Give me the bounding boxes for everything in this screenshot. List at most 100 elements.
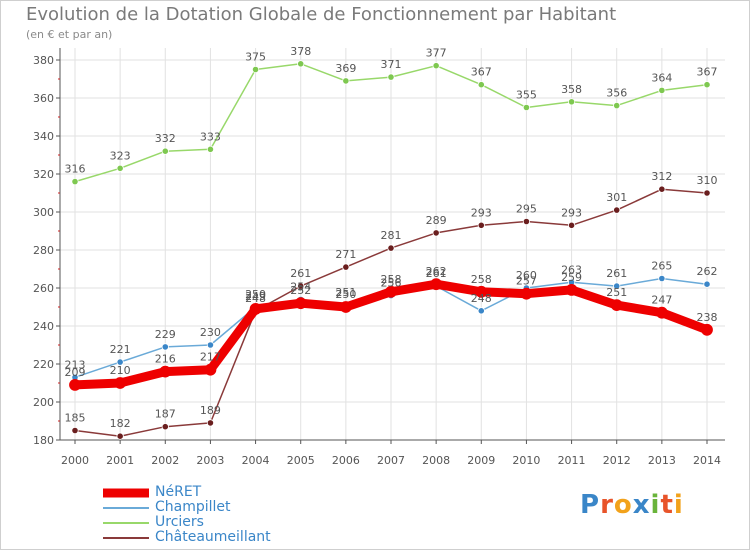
data-label-chateaumeillant: 189 xyxy=(200,404,221,417)
data-label-urciers: 355 xyxy=(516,89,537,102)
data-label-chateaumeillant: 310 xyxy=(697,174,718,187)
y-tick-label: 200 xyxy=(33,396,54,409)
x-tick-label: 2002 xyxy=(151,454,179,467)
x-tick-label: 2013 xyxy=(648,454,676,467)
legend-swatch-chateaumeillant xyxy=(103,537,149,539)
data-label-urciers: 377 xyxy=(426,47,447,60)
legend-label-chateaumeillant: Châteaumeillant xyxy=(155,529,271,545)
data-label-champillet: 263 xyxy=(561,263,582,276)
data-label-champillet: 213 xyxy=(65,358,86,371)
data-point-urciers xyxy=(522,103,531,112)
data-point-neret xyxy=(385,285,397,298)
x-tick-label: 2014 xyxy=(693,454,721,467)
data-point-chateaumeillant xyxy=(477,221,485,229)
data-label-urciers: 316 xyxy=(65,163,86,176)
data-point-urciers xyxy=(432,62,440,70)
y-tick-label: 300 xyxy=(33,206,54,219)
x-tick-label: 2003 xyxy=(196,454,224,467)
data-point-chateaumeillant xyxy=(116,432,124,440)
data-label-urciers: 333 xyxy=(200,130,221,143)
x-tick-label: 2000 xyxy=(61,454,89,467)
data-point-champillet xyxy=(658,274,666,283)
data-label-neret: 210 xyxy=(110,364,131,377)
data-label-urciers: 323 xyxy=(110,149,131,162)
data-label-neret: 249 xyxy=(245,290,266,303)
data-label-chateaumeillant: 185 xyxy=(65,412,86,425)
data-point-neret xyxy=(69,378,81,391)
data-label-champillet: 260 xyxy=(516,269,537,282)
data-label-chateaumeillant: 289 xyxy=(426,214,447,227)
data-point-urciers xyxy=(387,73,395,81)
data-point-urciers xyxy=(342,77,350,85)
data-point-champillet xyxy=(703,280,711,288)
y-tick-label: 360 xyxy=(33,92,54,105)
data-label-chateaumeillant: 312 xyxy=(651,170,672,183)
data-point-neret xyxy=(520,287,533,300)
x-tick-label: 2008 xyxy=(422,454,450,467)
x-tick-label: 2011 xyxy=(558,454,586,467)
y-tick-label: 380 xyxy=(33,54,54,67)
data-label-chateaumeillant: 281 xyxy=(381,229,402,242)
legend-label-urciers: Urciers xyxy=(155,514,204,530)
data-point-chateaumeillant xyxy=(432,229,440,237)
data-label-champillet: 265 xyxy=(651,260,672,273)
data-label-urciers: 367 xyxy=(471,66,492,79)
data-point-urciers xyxy=(71,178,79,186)
data-label-neret: 247 xyxy=(651,294,672,307)
data-point-urciers xyxy=(658,86,666,95)
data-label-champillet: 261 xyxy=(606,267,627,280)
data-label-urciers: 332 xyxy=(155,132,176,145)
data-label-urciers: 378 xyxy=(290,45,311,58)
x-tick-label: 2012 xyxy=(603,454,631,467)
data-label-chateaumeillant: 261 xyxy=(290,267,311,280)
data-point-neret xyxy=(430,278,443,291)
data-label-neret: 216 xyxy=(155,353,176,366)
data-point-champillet xyxy=(116,358,124,366)
data-label-champillet: 230 xyxy=(200,326,221,339)
legend-label-champillet: Champillet xyxy=(155,499,231,515)
data-point-neret xyxy=(701,323,713,336)
y-tick-label: 240 xyxy=(33,320,54,333)
data-label-neret: 250 xyxy=(335,288,356,301)
legend-label-neret: NéRET xyxy=(155,484,202,500)
data-point-urciers xyxy=(613,102,621,110)
data-point-urciers xyxy=(567,98,576,106)
legend-swatch-urciers xyxy=(103,522,149,524)
data-label-champillet: 256 xyxy=(381,277,402,290)
data-label-chateaumeillant: 295 xyxy=(516,203,537,216)
data-label-chateaumeillant: 301 xyxy=(606,191,627,204)
x-tick-label: 2009 xyxy=(467,454,495,467)
y-tick-label: 220 xyxy=(33,358,54,371)
x-tick-label: 2001 xyxy=(106,454,134,467)
data-label-champillet: 254 xyxy=(290,280,311,293)
chart-subtitle: (en € et par an) xyxy=(26,28,113,41)
data-point-neret xyxy=(610,299,623,312)
data-point-chateaumeillant xyxy=(703,189,711,197)
data-label-chateaumeillant: 271 xyxy=(335,248,356,261)
data-point-neret xyxy=(565,283,578,296)
data-point-champillet xyxy=(613,282,621,290)
data-label-champillet: 248 xyxy=(471,292,492,305)
data-label-champillet: 229 xyxy=(155,328,176,341)
data-point-chateaumeillant xyxy=(71,426,79,435)
data-point-urciers xyxy=(297,60,305,68)
logo-letter: i xyxy=(650,490,661,520)
data-point-chateaumeillant xyxy=(297,282,305,290)
x-tick-label: 2010 xyxy=(512,454,540,467)
y-tick-label: 320 xyxy=(33,168,54,181)
data-label-neret: 259 xyxy=(561,271,582,284)
legend-swatch-champillet xyxy=(103,507,149,509)
data-point-chateaumeillant xyxy=(161,423,169,431)
y-tick-label: 260 xyxy=(33,282,54,295)
data-point-urciers xyxy=(703,81,711,89)
data-label-urciers: 367 xyxy=(697,66,718,79)
data-label-champillet: 261 xyxy=(426,267,447,280)
plot-area xyxy=(60,48,725,440)
x-tick-label: 2006 xyxy=(332,454,360,467)
y-tick-label: 340 xyxy=(33,130,54,143)
data-point-neret xyxy=(249,302,262,315)
data-label-neret: 258 xyxy=(471,273,492,286)
data-point-urciers xyxy=(116,164,124,172)
data-point-chateaumeillant xyxy=(387,244,395,252)
data-point-urciers xyxy=(477,81,485,89)
